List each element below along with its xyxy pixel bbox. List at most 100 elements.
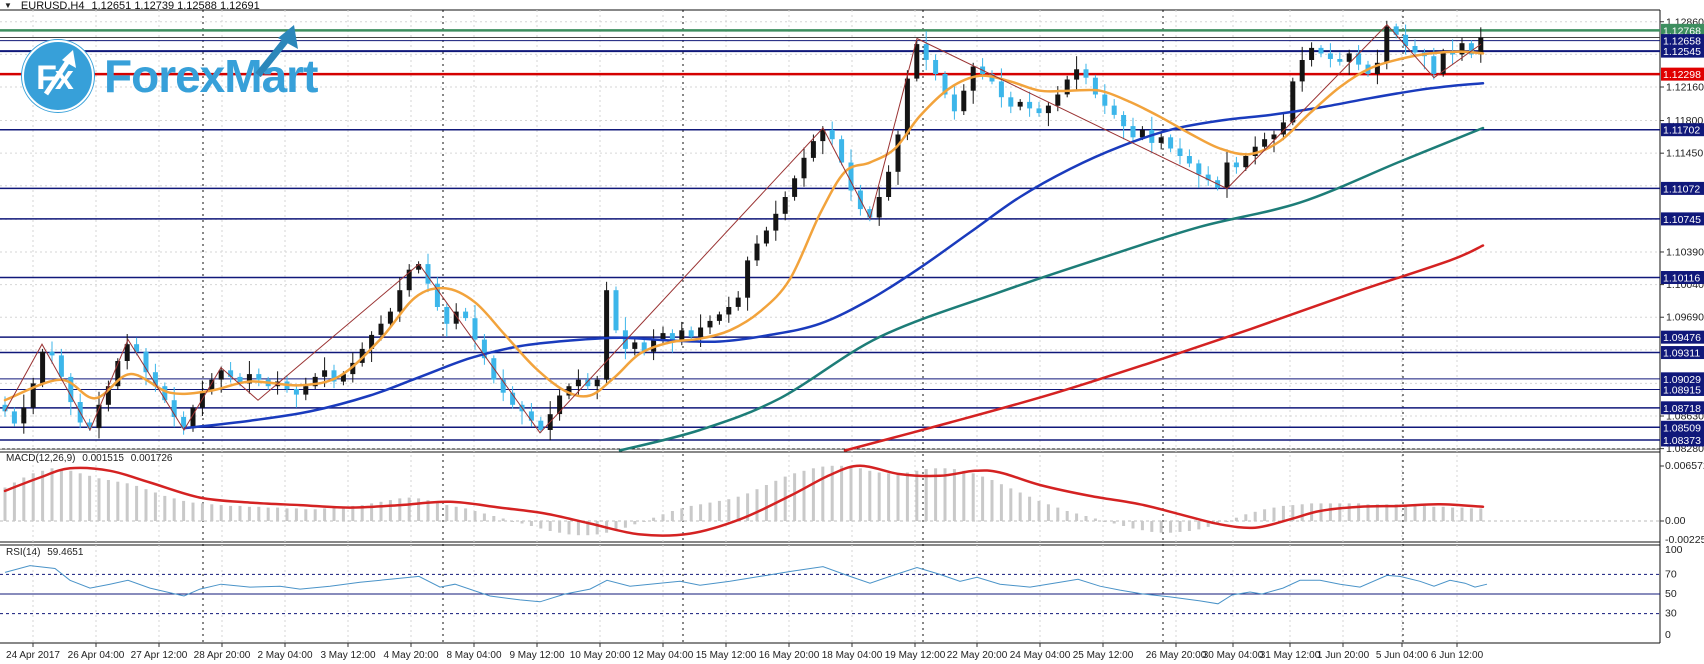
candle [190, 407, 196, 429]
candle [933, 60, 939, 74]
price-level-label: 1.10116 [1663, 273, 1700, 285]
candle [754, 243, 760, 261]
candle [801, 157, 807, 179]
candle [594, 379, 600, 387]
candle [745, 260, 751, 298]
time-axis-label: 19 May 12:00 [885, 650, 946, 661]
candle [1412, 46, 1418, 53]
candle [669, 333, 675, 340]
price-level-label-box [1661, 346, 1704, 360]
candle [1036, 108, 1042, 114]
price-axis-tick-label: 1.10390 [1666, 246, 1704, 258]
time-axis-label: 9 May 12:00 [509, 650, 564, 661]
time-axis-label: 15 May 12:00 [696, 650, 757, 661]
candle [942, 74, 948, 95]
candle [810, 141, 816, 158]
price-level-label-box [1661, 401, 1704, 415]
candle [839, 139, 845, 163]
candle [143, 351, 149, 373]
price-level-label: 1.08373 [1663, 435, 1701, 447]
candle [1205, 174, 1211, 181]
rsi-line [4, 565, 1488, 605]
candle [1252, 146, 1258, 156]
price-level-label-box [1661, 34, 1704, 48]
zigzag-line [4, 23, 1482, 434]
price-axis-tick-label: 1.11450 [1666, 148, 1703, 160]
symbol-dropdown-icon[interactable]: ▼ [4, 1, 12, 10]
price-level-label-box [1661, 271, 1704, 285]
candle [820, 129, 826, 142]
macd-indicator-label: MACD(12,26,9) 0.001515 0.001726 [6, 453, 172, 464]
candle [528, 411, 534, 421]
candle [481, 339, 487, 359]
candle [1374, 62, 1380, 74]
candle [181, 416, 187, 429]
price-level-label: 1.11072 [1663, 183, 1700, 195]
time-axis-label: 30 May 04:00 [1203, 650, 1264, 661]
time-axis-label: 31 May 12:00 [1260, 650, 1321, 661]
candle [152, 372, 158, 387]
rsi-value: 59.4651 [47, 547, 84, 558]
macd-signal-line [3, 464, 1485, 537]
price-level-label-box [1661, 212, 1704, 226]
candle [105, 386, 111, 405]
candle [1346, 53, 1352, 62]
candle [1168, 137, 1174, 149]
price-level-label-box [1661, 44, 1704, 58]
macd-signal-value: 0.001726 [130, 453, 173, 464]
candle [1468, 43, 1474, 55]
candle [726, 307, 732, 315]
candle [1074, 69, 1080, 80]
candle [1337, 59, 1343, 62]
candle [1243, 156, 1249, 168]
candle [660, 333, 666, 340]
price-level-label-box [1661, 372, 1704, 386]
time-axis-label: 3 May 12:00 [320, 650, 375, 661]
candle [538, 420, 544, 430]
candle [641, 342, 647, 352]
candle [87, 422, 93, 429]
time-axis-label: 28 Apr 20:00 [194, 650, 251, 661]
time-axis-label: 26 May 20:00 [1146, 650, 1207, 661]
time-axis-label: 2 May 04:00 [257, 650, 312, 661]
time-axis-label: 24 May 04:00 [1010, 650, 1071, 661]
candle [322, 370, 328, 377]
time-axis-label: 24 Apr 2017 [6, 650, 60, 661]
candle [1186, 156, 1192, 164]
forexmart-logo: Fx ForexMart [22, 25, 318, 112]
candle [951, 94, 957, 112]
candle [773, 213, 779, 231]
candle [1083, 69, 1089, 78]
candle [1356, 53, 1362, 65]
candle [209, 379, 215, 391]
macd-histogram [3, 465, 1483, 536]
candle [425, 264, 431, 284]
rsi-indicator-label: RSI(14) 59.4651 [6, 547, 83, 558]
candle [500, 379, 506, 393]
time-axis-label: 22 May 20:00 [947, 650, 1008, 661]
time-axis-label: 10 May 20:00 [570, 650, 631, 661]
price-level-label-box [1661, 123, 1704, 137]
logo-circle: Fx [22, 40, 94, 112]
candle [651, 339, 657, 352]
candle [829, 129, 835, 140]
candle [970, 66, 976, 91]
candle [923, 44, 929, 60]
candle [604, 290, 610, 380]
price-level-label: 1.08718 [1663, 403, 1701, 415]
price-level-label-box [1661, 433, 1704, 447]
candle [1045, 105, 1051, 114]
candle [698, 327, 704, 337]
candle [1111, 105, 1117, 115]
candle [707, 320, 713, 328]
rsi-scale-label: 50 [1665, 588, 1677, 600]
candle [369, 334, 375, 349]
price-level-label: 1.08509 [1663, 422, 1701, 434]
time-axis-label: 6 Jun 12:00 [1431, 650, 1484, 661]
macd-scale-min: -0.002253 [1665, 534, 1704, 546]
candle [1431, 56, 1437, 74]
candle [218, 370, 224, 380]
candle [1478, 37, 1484, 55]
